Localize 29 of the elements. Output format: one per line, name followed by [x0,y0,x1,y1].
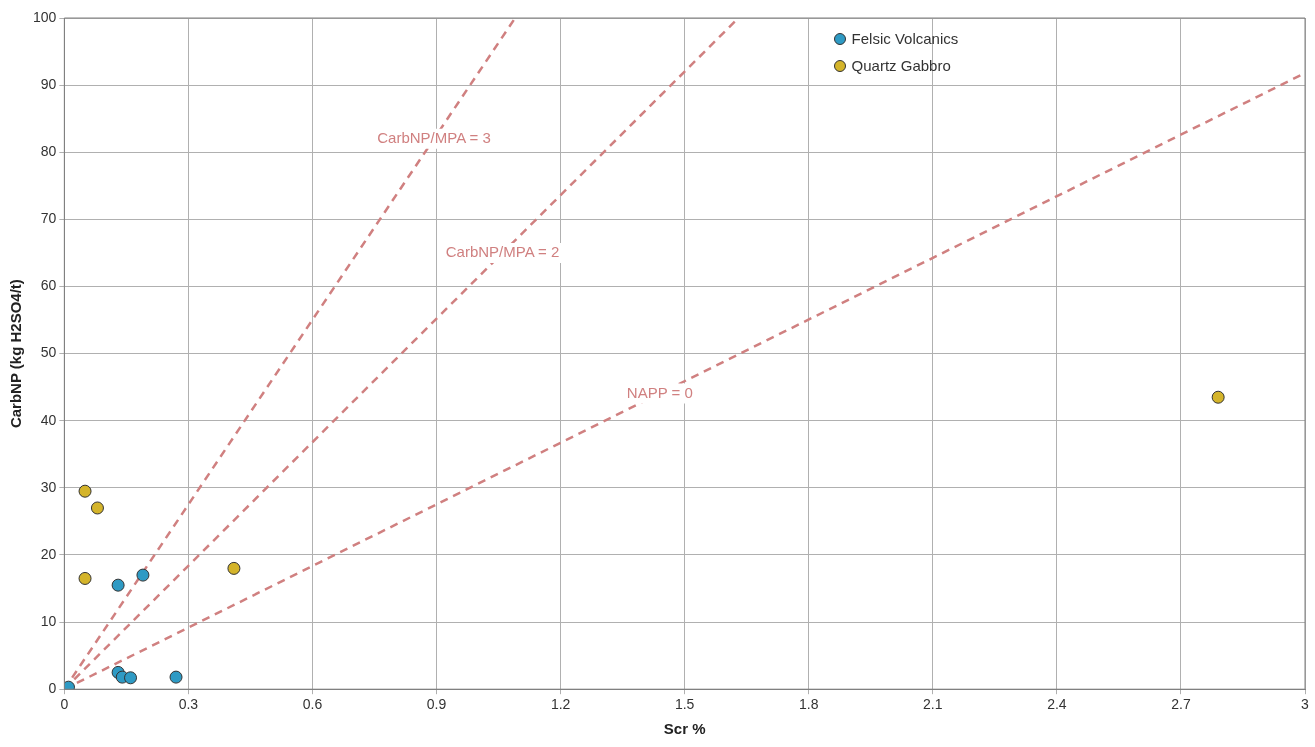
legend-label: Felsic Volcanics [851,30,959,47]
x-tick-label: 2.7 [1171,696,1191,713]
y-tick-label: 0 [48,680,57,697]
x-tick-label: 3 [1301,696,1310,713]
x-tick-label: 0.3 [178,696,199,713]
x-tick-label: 1.5 [674,696,695,713]
y-tick-label: 20 [40,545,57,562]
y-tick-label: 90 [40,75,57,92]
y-tick-label: 50 [40,344,57,361]
series-label: CarbNP/MPA = 3 [377,128,491,146]
series-label: NAPP = 0 [626,383,693,401]
x-axis-title: Scr % [663,720,706,738]
x-tick-label: 0.9 [426,696,447,713]
y-tick-label: 30 [40,478,57,495]
y-tick-label: 60 [40,277,57,294]
x-tick-label: 0 [60,696,69,713]
x-tick-label: 1.2 [550,696,571,713]
y-tick-label: 100 [33,8,57,25]
y-axis-title: CarbNP (kg H2SO4/t) [7,279,25,429]
y-tick-label: 80 [40,143,57,160]
y-tick-label: 70 [40,210,57,227]
x-tick-label: 2.1 [923,696,943,713]
x-tick-label: 2.4 [1047,696,1067,713]
y-tick-label: 40 [40,411,57,428]
x-tick-label: 0.6 [302,696,323,713]
y-tick-label: 10 [40,612,57,629]
legend-label: Quartz Gabbro [851,57,951,74]
series-label: CarbNP/MPA = 2 [445,243,560,261]
x-tick-label: 1.8 [799,696,819,713]
